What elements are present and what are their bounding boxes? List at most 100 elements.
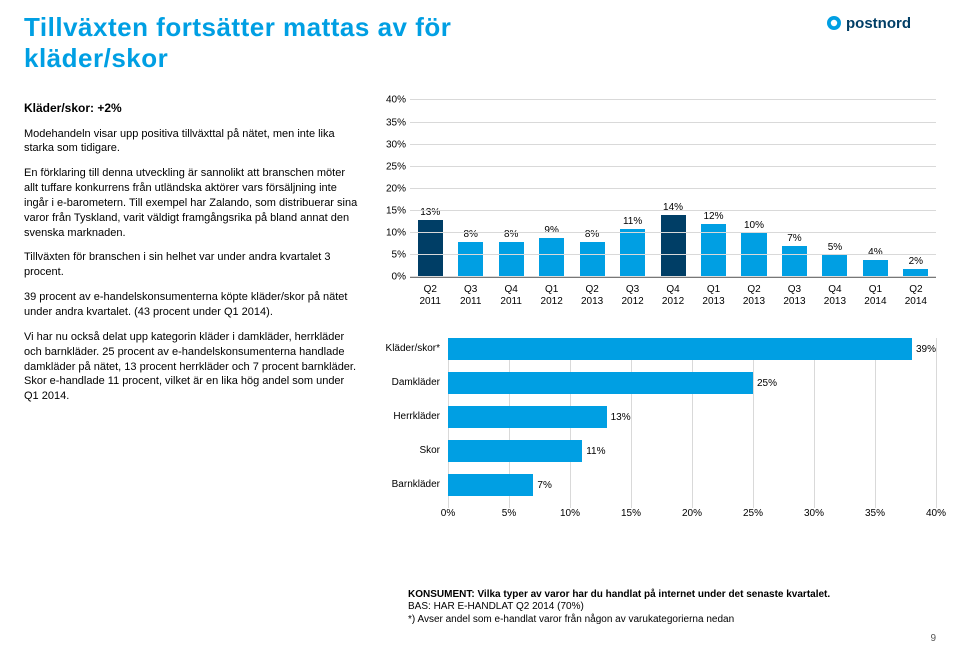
left-column: Kläder/skor: +2% Modehandeln visar upp p… (24, 100, 376, 528)
bar-column: 9% (531, 100, 571, 277)
footnote-bold: KONSUMENT: Vilka typer av varor har du h… (408, 589, 830, 600)
y-tick-label: 25% (376, 161, 406, 172)
bar-value-label: 7% (787, 233, 801, 244)
gridline: 20% (410, 188, 936, 189)
bar-value-label: 13% (420, 207, 440, 218)
x-tick-label: Q42011 (491, 280, 531, 310)
gridline: 40% (410, 99, 936, 100)
bar (418, 220, 443, 278)
y-tick-label: 40% (376, 95, 406, 106)
brand-logo: postnord (826, 12, 936, 34)
x-tick-label: Q22011 (410, 280, 450, 310)
footnote: KONSUMENT: Vilka typer av varor har du h… (408, 589, 830, 627)
gridline: 10% (410, 232, 936, 233)
growth-bar-chart: 13%8%8%9%8%11%14%12%10%7%5%4%2% 0%5%10%1… (376, 100, 936, 310)
bar-column: 13% (410, 100, 450, 277)
y-tick-label: 20% (376, 183, 406, 194)
gridline: 35% (410, 122, 936, 123)
bar (661, 215, 686, 277)
x-tick-label: Q12012 (531, 280, 571, 310)
hbar-value-label: 13% (611, 412, 631, 423)
bar-value-label: 8% (585, 229, 599, 240)
hbar-row-label: Skor (376, 440, 446, 462)
y-tick-label: 10% (376, 228, 406, 239)
footnote-line: BAS: HAR E-HANDLAT Q2 2014 (70%) (408, 601, 584, 612)
bar-column: 5% (815, 100, 855, 277)
hbar-chart-plot: Kläder/skor*39% Damkläder25% Herrkläder13%… (448, 338, 936, 508)
bar-column: 10% (734, 100, 774, 277)
bar (458, 242, 483, 277)
bar-value-label: 5% (828, 242, 842, 253)
hbar (448, 474, 533, 496)
svg-text:postnord: postnord (846, 15, 911, 32)
page-number: 9 (930, 633, 936, 644)
hbar-row-label: Damkläder (376, 372, 446, 394)
bar-value-label: 12% (704, 211, 724, 222)
hbar-row: Herrkläder13% (448, 406, 936, 428)
bar (782, 246, 807, 277)
hbar-row: Damkläder25% (448, 372, 936, 394)
bar-chart-bars: 13%8%8%9%8%11%14%12%10%7%5%4%2% (410, 100, 936, 277)
bar-column: 8% (572, 100, 612, 277)
bar-column: 7% (774, 100, 814, 277)
right-column: 13%8%8%9%8%11%14%12%10%7%5%4%2% 0%5%10%1… (376, 100, 936, 528)
bar (580, 242, 605, 277)
y-tick-label: 30% (376, 139, 406, 150)
subhead: Kläder/skor: +2% (24, 100, 358, 116)
hbar-row: Barnkläder7% (448, 474, 936, 496)
bar-value-label: 10% (744, 220, 764, 231)
slide: postnord Tillväxten fortsätter mattas av… (0, 0, 960, 654)
hbar-row-label: Barnkläder (376, 474, 446, 496)
hbar-value-label: 39% (916, 344, 936, 355)
bar (499, 242, 524, 277)
hbar-row: Kläder/skor*39% (448, 338, 936, 360)
x-tick-label: Q12014 (855, 280, 895, 310)
x-tick-label: Q42012 (653, 280, 693, 310)
body-text: Vi har nu också delat upp kategorin kläd… (24, 330, 358, 404)
hbar-chart-xaxis: 0%5%10%15%20%25%30%35%40% (448, 508, 936, 528)
bar-column: 4% (855, 100, 895, 277)
x-tick-label: 35% (865, 508, 885, 519)
bar (741, 233, 766, 277)
hbar-value-label: 11% (586, 446, 605, 457)
hbar (448, 440, 582, 462)
x-tick-label: 0% (441, 508, 455, 519)
x-tick-label: Q22013 (572, 280, 612, 310)
bar-value-label: 9% (544, 225, 558, 236)
hbar-row-label: Kläder/skor* (376, 338, 446, 360)
gridline: 0% (410, 276, 936, 277)
hbar-value-label: 7% (537, 480, 551, 491)
body-text: En förklaring till denna utveckling är s… (24, 166, 358, 240)
page-title: Tillväxten fortsätter mattas av för kläd… (24, 12, 584, 74)
hbar (448, 372, 753, 394)
x-tick-label: 20% (682, 508, 702, 519)
x-tick-label: Q32011 (450, 280, 490, 310)
content-row: Kläder/skor: +2% Modehandeln visar upp p… (24, 100, 936, 528)
gridline: 5% (410, 254, 936, 255)
bar (620, 229, 645, 278)
gridline: 15% (410, 210, 936, 211)
bar-value-label: 11% (623, 216, 642, 227)
x-tick-label: Q32013 (774, 280, 814, 310)
x-tick-label: 40% (926, 508, 946, 519)
gridline: 30% (410, 144, 936, 145)
x-tick-label: Q32012 (612, 280, 652, 310)
bar-column: 8% (450, 100, 490, 277)
y-tick-label: 15% (376, 206, 406, 217)
x-tick-label: 25% (743, 508, 763, 519)
bar-value-label: 8% (504, 229, 518, 240)
bar (863, 260, 888, 278)
hbar (448, 338, 912, 360)
x-tick-label: 5% (502, 508, 516, 519)
bar-value-label: 8% (463, 229, 477, 240)
y-tick-label: 35% (376, 117, 406, 128)
bar-column: 8% (491, 100, 531, 277)
bar-column: 14% (653, 100, 693, 277)
bar-chart-plot: 13%8%8%9%8%11%14%12%10%7%5%4%2% 0%5%10%1… (410, 100, 936, 278)
y-tick-label: 5% (376, 250, 406, 261)
postnord-logo-icon: postnord (826, 12, 936, 34)
bar-column: 12% (693, 100, 733, 277)
hbar (448, 406, 607, 428)
bar-value-label: 2% (909, 256, 923, 267)
x-tick-label: 30% (804, 508, 824, 519)
